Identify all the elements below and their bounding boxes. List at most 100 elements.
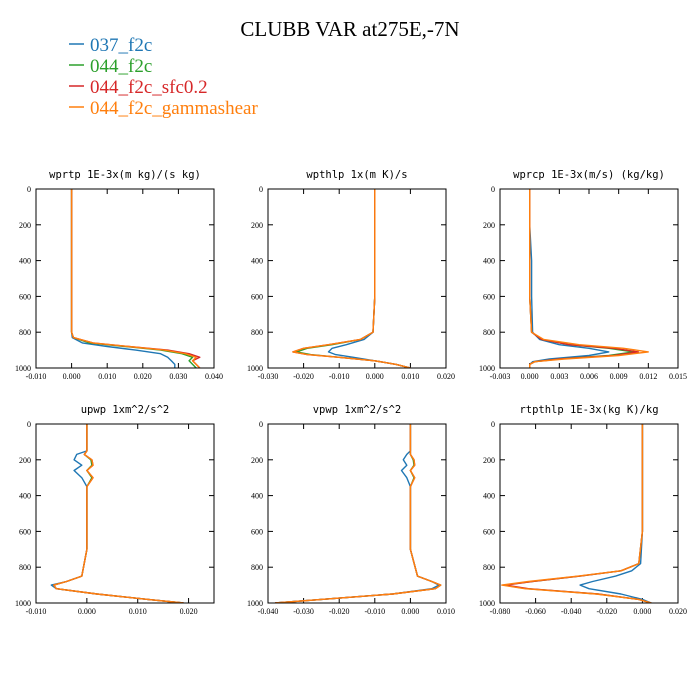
panel-title: upwp 1xm^2/s^2 — [81, 404, 170, 416]
series-line — [579, 424, 652, 603]
y-tick-label: 400 — [19, 257, 31, 266]
y-tick-label: 1000 — [15, 599, 31, 608]
y-tick-label: 1000 — [247, 364, 263, 373]
x-tick-label: 0.020 — [180, 607, 198, 616]
series-line — [70, 189, 201, 368]
y-tick-label: 200 — [483, 221, 495, 230]
series-line — [275, 424, 442, 603]
series-group — [275, 424, 442, 603]
x-tick-label: 0.000 — [401, 607, 419, 616]
y-tick-label: 600 — [19, 527, 31, 536]
x-tick-label: -0.010 — [329, 372, 350, 381]
panel-5: rtpthlp 1E-3x(kg K)/kg02004006008001000-… — [479, 404, 687, 616]
x-tick-label: 0.040 — [205, 372, 223, 381]
y-tick-label: 600 — [483, 527, 495, 536]
x-tick-label: 0.030 — [169, 372, 187, 381]
x-tick-label: -0.040 — [561, 607, 582, 616]
x-tick-label: -0.020 — [329, 607, 350, 616]
x-tick-label: -0.020 — [596, 607, 617, 616]
x-tick-label: -0.080 — [490, 607, 511, 616]
panels: wprtp 1E-3x(m kg)/(s kg) 0 200 400 600 800 100… — [15, 169, 687, 616]
panel-title: rtpthlp 1E-3x(kg K)/kg — [519, 404, 658, 416]
y-tick-label: 0 — [27, 185, 31, 194]
x-tick-label: 0.010 — [437, 607, 455, 616]
y-tick-label: 400 — [251, 257, 263, 266]
series-line — [70, 189, 197, 368]
x-tick-label: -0.020 — [293, 372, 314, 381]
series-line — [529, 189, 610, 368]
series-line — [53, 424, 184, 603]
y-tick-label: 600 — [251, 292, 263, 301]
y-tick-label: 0 — [27, 420, 31, 429]
x-tick-label: 0.020 — [437, 372, 455, 381]
x-tick-label: 0.009 — [610, 372, 628, 381]
y-tick-label: 400 — [19, 492, 31, 501]
series-line — [275, 424, 440, 603]
series-line — [275, 424, 442, 603]
x-tick-label: 0.000 — [78, 607, 96, 616]
y-tick-label: 400 — [483, 492, 495, 501]
series-group — [501, 424, 652, 603]
panel-title: wprcp 1E-3x(m/s) (kg/kg) — [513, 169, 665, 181]
x-tick-label: 0.003 — [550, 372, 568, 381]
panel-1: wpthlp 1x(m K)/s 0 200 400 600 800 1000-0.030 -… — [247, 169, 455, 381]
x-tick-label: -0.060 — [525, 607, 546, 616]
y-tick-label: 1000 — [479, 364, 495, 373]
legend-label: 044_f2c — [90, 56, 152, 77]
y-tick-label: 200 — [19, 456, 31, 465]
y-tick-label: 800 — [19, 563, 31, 572]
series-line — [70, 189, 201, 368]
panel-0: wprtp 1E-3x(m kg)/(s kg) 0 200 400 600 800 100… — [15, 169, 223, 381]
series-group — [50, 424, 184, 603]
x-tick-label: 0.020 — [669, 607, 687, 616]
panel-title: wpthlp 1x(m K)/s — [306, 169, 407, 181]
y-tick-label: 0 — [491, 420, 495, 429]
y-tick-label: 600 — [19, 292, 31, 301]
legend-label: 037_f2c — [90, 35, 152, 56]
x-tick-label: 0.020 — [134, 372, 152, 381]
y-tick-label: 800 — [19, 328, 31, 337]
x-tick-label: -0.030 — [293, 607, 314, 616]
y-tick-label: 800 — [251, 563, 263, 572]
y-tick-label: 1000 — [479, 599, 495, 608]
y-tick-label: 800 — [483, 328, 495, 337]
panel-frame — [267, 188, 447, 369]
x-tick-label: -0.030 — [258, 372, 279, 381]
panel-2: wprcp 1E-3x(m/s) (kg/kg) 0 200 400 600 800 100… — [479, 169, 687, 381]
series-line — [292, 189, 411, 368]
x-tick-label: 0.015 — [669, 372, 687, 381]
y-tick-label: 200 — [19, 221, 31, 230]
panel-frame — [499, 423, 679, 604]
series-line — [53, 424, 184, 603]
x-tick-label: 0.000 — [366, 372, 384, 381]
series-group — [70, 189, 201, 368]
series-line — [327, 189, 411, 368]
x-tick-label: 0.000 — [521, 372, 539, 381]
x-tick-label: 0.000 — [633, 607, 651, 616]
y-tick-label: 200 — [251, 221, 263, 230]
x-tick-label: 0.006 — [580, 372, 598, 381]
y-tick-label: 400 — [251, 492, 263, 501]
panel-frame — [499, 188, 679, 369]
series-line — [529, 189, 649, 368]
series-line — [275, 424, 442, 603]
x-tick-label: -0.010 — [26, 372, 47, 381]
panel-title: vpwp 1xm^2/s^2 — [313, 404, 402, 416]
panel-frame — [267, 423, 447, 604]
x-tick-label: 0.010 — [98, 372, 116, 381]
y-tick-label: 0 — [259, 185, 263, 194]
figure-title: CLUBB VAR at275E,-7N — [240, 17, 459, 41]
y-tick-label: 200 — [483, 456, 495, 465]
series-line — [50, 424, 184, 603]
legend: 037_f2c044_f2c044_f2c_sfc0.2044_f2c_gamm… — [69, 35, 258, 119]
series-group — [529, 189, 649, 368]
x-tick-label: 0.010 — [401, 372, 419, 381]
y-tick-label: 600 — [483, 292, 495, 301]
panel-title: wprtp 1E-3x(m kg)/(s kg) — [49, 169, 201, 181]
y-tick-label: 0 — [491, 185, 495, 194]
x-tick-label: -0.040 — [258, 607, 279, 616]
y-tick-label: 800 — [251, 328, 263, 337]
y-tick-label: 1000 — [15, 364, 31, 373]
x-tick-label: -0.010 — [364, 607, 385, 616]
